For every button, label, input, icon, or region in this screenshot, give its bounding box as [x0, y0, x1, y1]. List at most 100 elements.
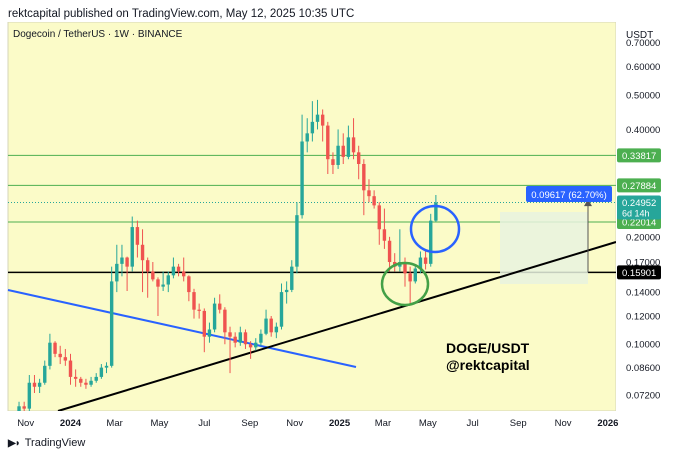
candle-body — [37, 382, 42, 387]
candle-body — [58, 353, 62, 358]
time-tick-label: 2025 — [329, 418, 351, 429]
candle-body — [84, 382, 88, 385]
tradingview-logo-icon: ▶◗ — [8, 437, 21, 449]
candle-body — [310, 121, 315, 134]
projection-zone — [500, 212, 588, 284]
candle-body — [367, 190, 371, 197]
candle-body — [382, 229, 387, 241]
tradingview-brand: TradingView — [24, 437, 86, 449]
candle-body — [248, 344, 253, 348]
candle-body — [218, 303, 222, 310]
candle-body — [243, 332, 248, 345]
price-tick-label: 0.08600 — [626, 363, 660, 374]
candle-body — [171, 266, 176, 276]
uptrend-line — [57, 241, 617, 412]
current-price-badge — [617, 195, 661, 220]
candle-body — [53, 342, 57, 354]
candle-body — [135, 227, 140, 245]
candle-body — [372, 196, 376, 206]
candle-body — [341, 145, 345, 157]
support-circle — [380, 261, 430, 307]
candle-body — [336, 145, 340, 165]
candle-body — [351, 137, 356, 153]
level-badge — [617, 148, 661, 163]
symbol-line: Dogecoin / TetherUS · 1W · BINANCE — [13, 29, 183, 40]
time-tick-label: May — [419, 418, 437, 429]
candle-body — [356, 152, 361, 164]
candle-body — [418, 257, 423, 269]
candle-body — [305, 133, 309, 142]
price-tick-label: 0.20000 — [626, 232, 660, 243]
candle-body — [429, 220, 433, 264]
price-tick-label: 0.17000 — [626, 258, 660, 269]
candle-body — [73, 376, 78, 379]
price-tick-label: 0.70000 — [626, 38, 660, 49]
candle-body — [423, 257, 428, 264]
candle-body — [22, 406, 26, 409]
candle-body — [434, 202, 438, 221]
candle-body — [403, 262, 407, 274]
candle-body — [212, 303, 217, 330]
candle-body — [182, 271, 186, 277]
candle-body — [130, 227, 134, 267]
candle-body — [254, 342, 258, 348]
chart-svg[interactable]: 0.09617 (62.70%) Dogecoin / TetherUS · 1… — [0, 21, 680, 434]
candle-body — [63, 357, 68, 361]
candle-body — [238, 332, 243, 343]
candle-body — [413, 268, 417, 282]
annotation-line-1: DOGE/USDT — [446, 340, 530, 356]
downtrend-line — [7, 289, 357, 368]
price-axis[interactable]: USDT 0.33817 0.27884 0.22014 0.15901 0.70000… — [616, 22, 680, 411]
candle-body — [94, 376, 98, 381]
measure-arrow-head — [584, 199, 592, 207]
time-tick-label: May — [150, 418, 168, 429]
measure-label-box — [526, 186, 612, 202]
breakout-circle — [409, 204, 461, 254]
time-axis-background — [0, 411, 680, 434]
candle-body — [161, 284, 165, 287]
candle-body — [151, 271, 155, 280]
candle-body — [32, 382, 37, 387]
candle-body — [377, 205, 381, 230]
time-axis[interactable]: Nov 2024 Mar May Jul Sep Nov 2025 Mar May Jul Sep No… — [0, 411, 680, 434]
candle-body — [387, 240, 392, 263]
candle-body — [274, 326, 279, 333]
level-badge — [617, 178, 661, 193]
candle-body — [79, 378, 83, 383]
candle-body — [320, 114, 325, 126]
currency-label: USDT — [626, 30, 653, 41]
candle-body — [284, 289, 289, 293]
current-price-label: 0.24952 — [622, 198, 656, 209]
level-label: 0.15901 — [622, 268, 656, 279]
candle-body — [269, 318, 273, 333]
candle-body — [109, 281, 114, 366]
candle-body — [156, 279, 160, 287]
candle-body — [43, 365, 47, 383]
countdown-label: 6d 14h — [622, 209, 650, 219]
level-label: 0.33817 — [622, 151, 656, 162]
candle-body — [290, 266, 294, 290]
price-chart[interactable]: 0.09617 (62.70%) Dogecoin / TetherUS · 1… — [0, 21, 680, 434]
time-tick-label: Sep — [241, 418, 258, 429]
candle-body — [48, 342, 52, 366]
candle-body — [300, 141, 304, 216]
level-label: 0.27884 — [622, 181, 656, 192]
candle-body — [145, 260, 150, 272]
candle-body — [326, 125, 330, 160]
candle-body — [140, 244, 145, 261]
candle-body — [279, 292, 284, 327]
candle-body — [89, 380, 93, 385]
publisher-line: rektcapital published on TradingView.com… — [8, 8, 355, 20]
candle-body — [264, 318, 268, 334]
price-tick-label: 0.14000 — [626, 288, 660, 299]
candles — [12, 99, 438, 432]
candle-body — [331, 159, 335, 165]
candle-body — [202, 310, 206, 337]
candle-body — [187, 276, 191, 293]
candle-body — [99, 367, 104, 377]
candle-body — [120, 257, 124, 264]
time-tick-label: Jul — [467, 418, 479, 429]
candle-body — [295, 215, 299, 267]
price-tick-label: 0.12000 — [626, 311, 660, 322]
measure-label: 0.09617 (62.70%) — [531, 190, 607, 201]
